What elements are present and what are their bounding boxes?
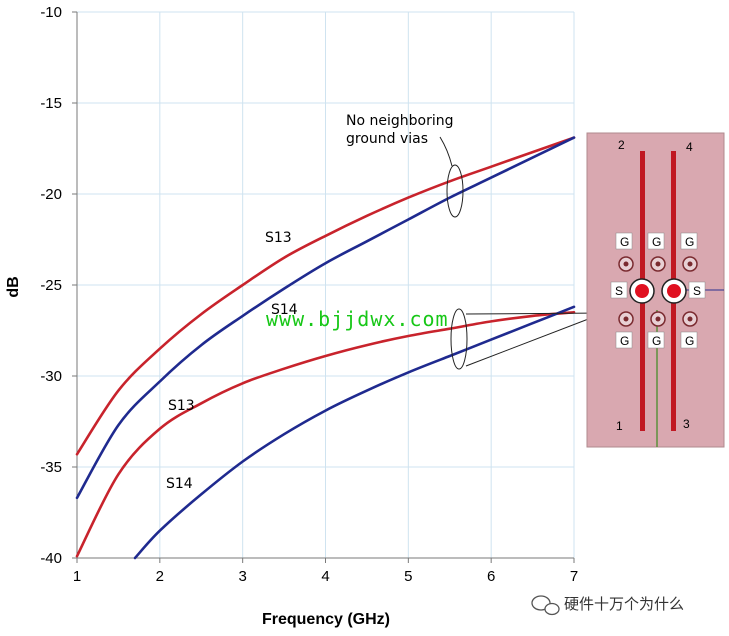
y-tick-label: -25 — [40, 277, 62, 294]
series-line-s14-1 — [75, 136, 576, 500]
series-label-s14-upper: S14 — [271, 302, 298, 318]
series-label-s13-upper: S13 — [265, 230, 292, 246]
signal-via — [661, 278, 687, 304]
signal-label: S — [693, 284, 701, 298]
series-line-s13-2 — [75, 311, 576, 558]
wechat-logo-icon — [531, 595, 560, 616]
ground-label: G — [652, 334, 661, 348]
y-tick-label: -20 — [40, 186, 62, 203]
annotation-line1: No neighboring — [346, 113, 453, 129]
annotation-pointer-lower-b — [465, 312, 605, 315]
series-label-s13-lower: S13 — [168, 398, 195, 414]
ground-label: G — [685, 334, 694, 348]
ground-via — [618, 256, 634, 272]
series-label-s14-lower: S14 — [166, 476, 193, 492]
y-axis-label: dB — [5, 276, 22, 297]
pin-label-2: 2 — [618, 138, 625, 152]
ground-via — [618, 311, 634, 327]
ground-label: G — [620, 334, 629, 348]
grid-lines — [77, 11, 575, 558]
y-tick-label: -30 — [40, 368, 62, 385]
credit-text: 硬件十万个为什么 — [564, 595, 684, 613]
ground-via — [682, 256, 698, 272]
signal-via — [629, 278, 655, 304]
ground-via — [682, 311, 698, 327]
x-tick-label: 4 — [321, 568, 329, 585]
pcb-inset: 2 4 1 3 G G G G G G S — [586, 132, 725, 448]
series-line-s13-0 — [75, 136, 576, 456]
signal-label: S — [615, 284, 623, 298]
pin-label-3: 3 — [683, 417, 690, 431]
annotation-ellipse-upper — [446, 164, 464, 218]
y-tick-label: -10 — [40, 4, 62, 21]
ground-via — [650, 256, 666, 272]
ground-via — [650, 311, 666, 327]
ground-label: G — [652, 235, 661, 249]
y-tick-label: -35 — [40, 459, 62, 476]
pin-label-1: 1 — [616, 419, 623, 433]
x-tick-label: 5 — [404, 568, 412, 585]
annotation-pointer-upper — [439, 136, 453, 167]
tick-labels: 1 2 3 4 5 6 7 -10 -15 -20 -25 -30 -35 -40 — [40, 4, 578, 585]
annotation-line2: ground vias — [346, 131, 428, 147]
x-tick-label: 1 — [73, 568, 81, 585]
annotation-pointer-lower-a — [465, 312, 605, 367]
x-tick-label: 7 — [570, 568, 578, 585]
watermark: www.bjjdwx.com — [266, 307, 449, 331]
series-layer — [75, 136, 576, 560]
series-line-s14-3 — [133, 305, 576, 560]
x-tick-label: 6 — [487, 568, 495, 585]
x-tick-label: 2 — [156, 568, 164, 585]
pin-label-4: 4 — [686, 140, 693, 154]
ground-label: G — [685, 235, 694, 249]
ground-label: G — [620, 235, 629, 249]
x-tick-label: 3 — [238, 568, 246, 585]
annotation-ellipse-lower — [450, 308, 468, 370]
y-tick-label: -15 — [40, 95, 62, 112]
y-tick-label: -40 — [40, 550, 62, 567]
x-axis-label: Frequency (GHz) — [262, 611, 390, 628]
